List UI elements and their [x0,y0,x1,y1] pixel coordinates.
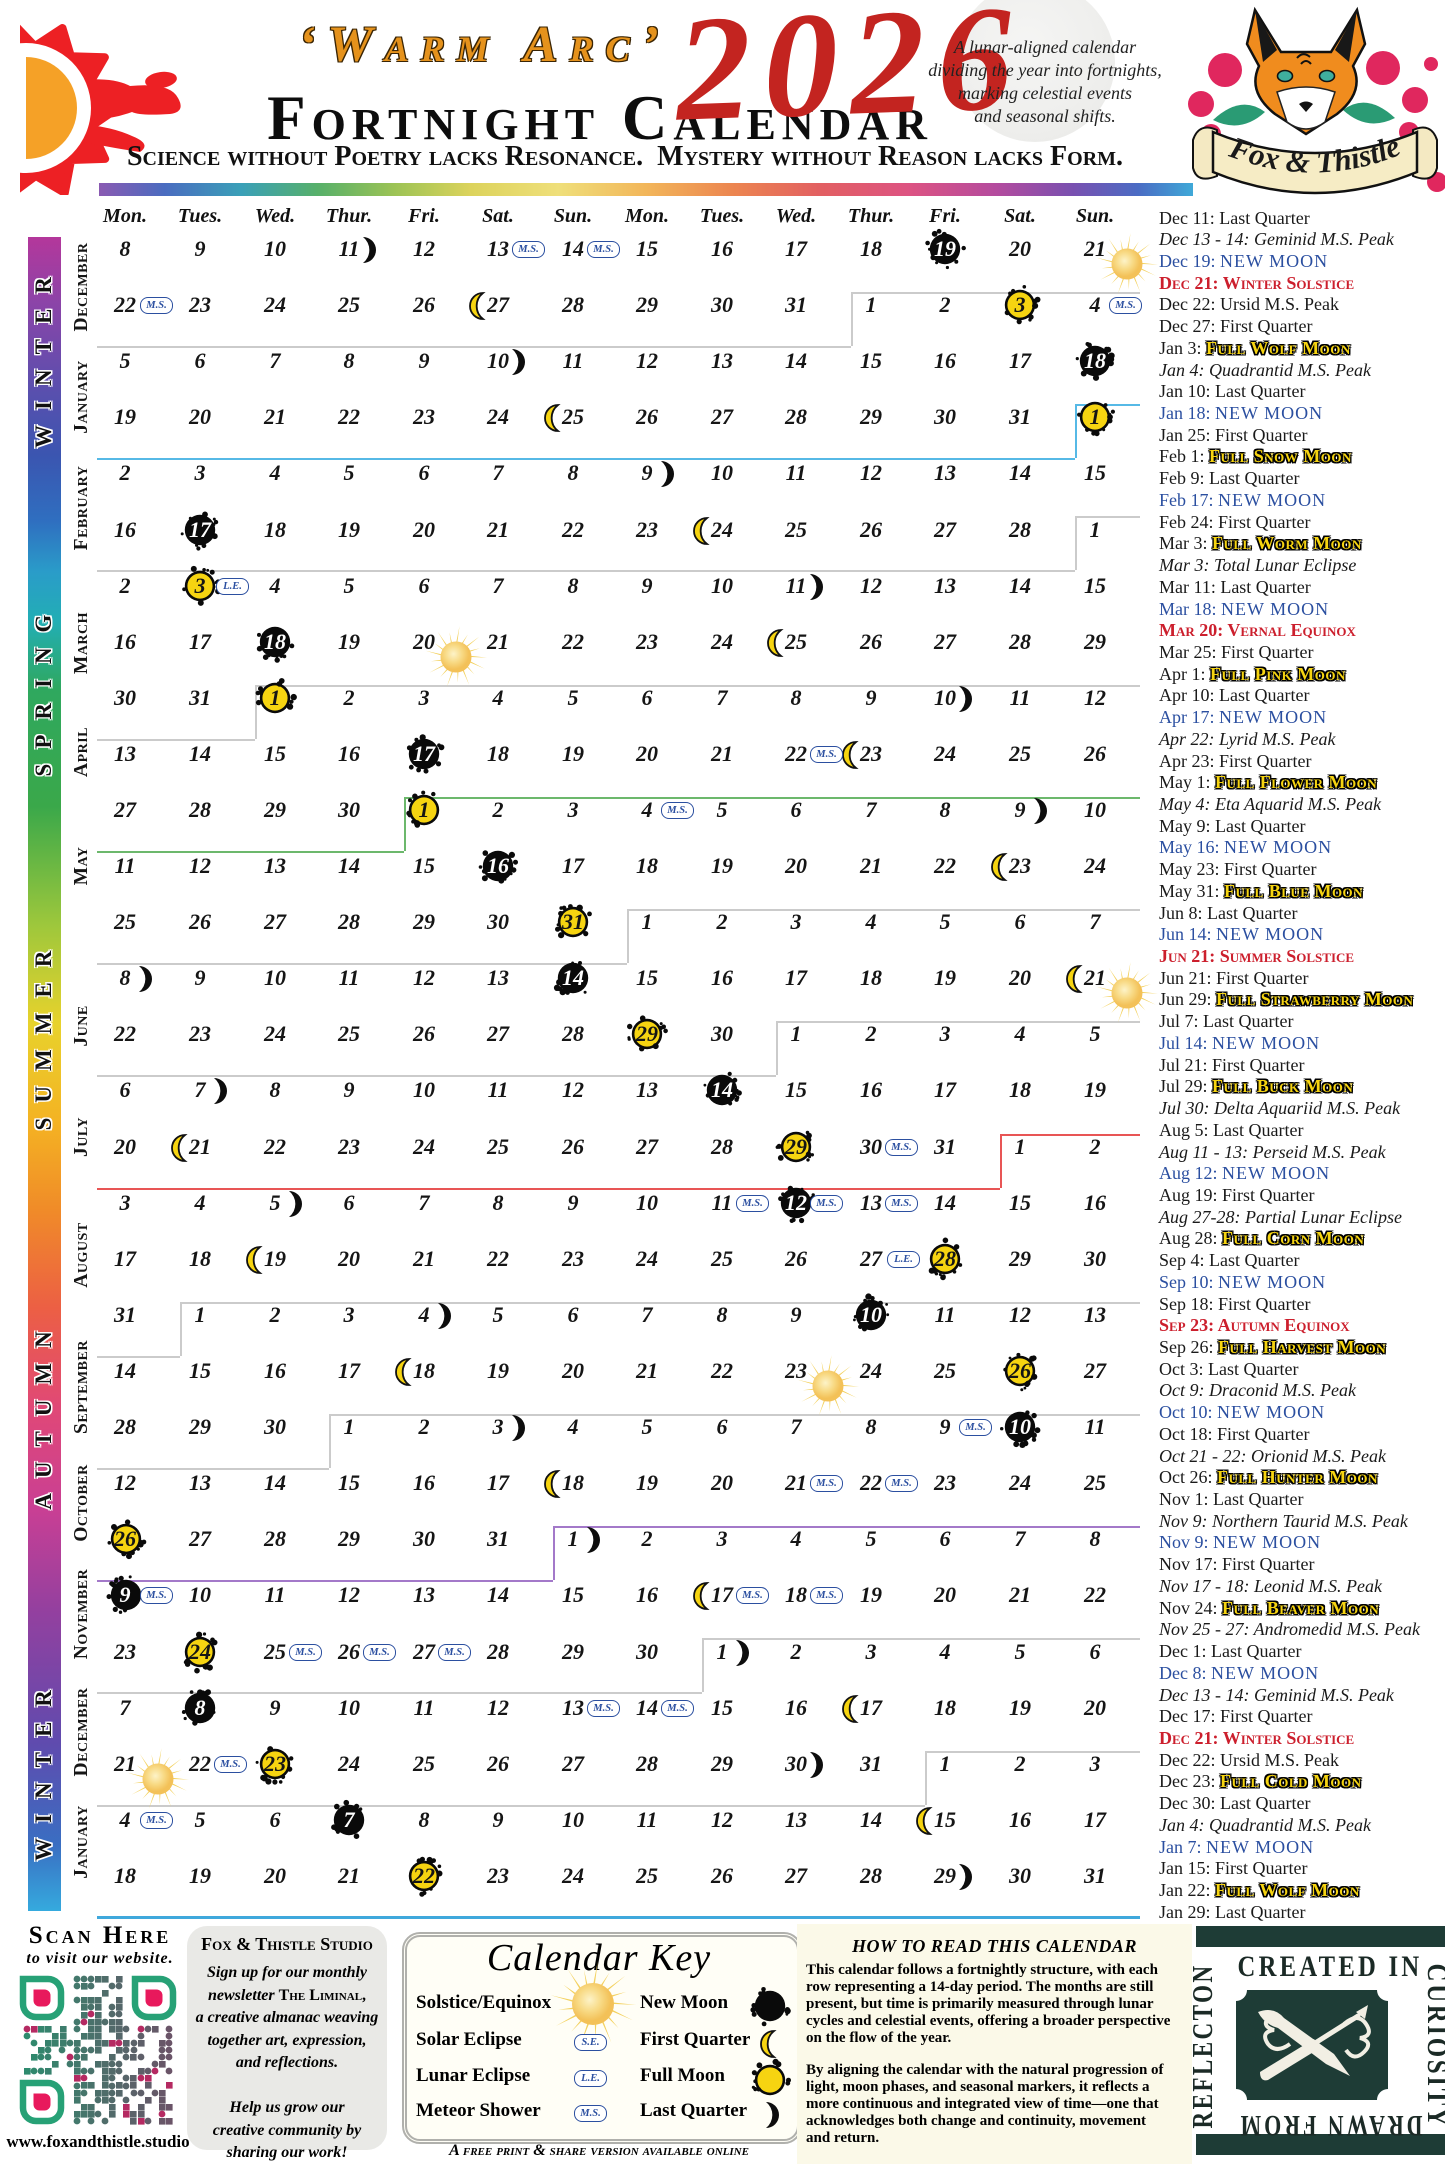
svg-text:CURIOSITY: CURIOSITY [1421,1964,1445,2129]
svg-text:DRAWN FROM: DRAWN FROM [1238,2109,1423,2142]
svg-text:REFLECTON: REFLECTON [1187,1964,1219,2129]
svg-text:CREATED IN: CREATED IN [1238,1950,1423,1983]
